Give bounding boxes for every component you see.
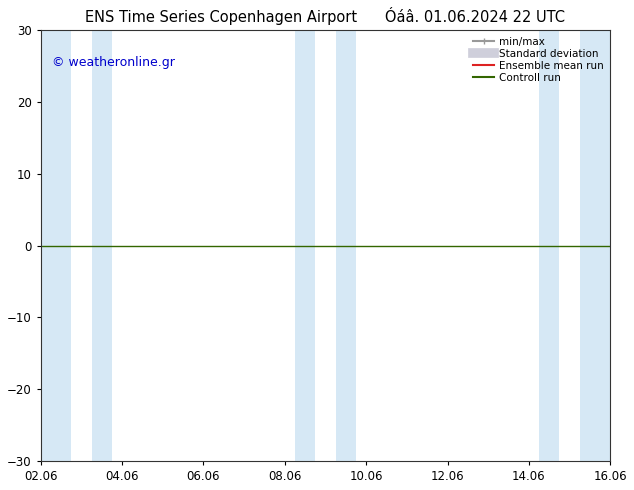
Bar [91,30,112,461]
Title: ENS Time Series Copenhagen Airport      Óáâ. 01.06.2024 22 UTC: ENS Time Series Copenhagen Airport Óáâ. … [86,7,566,25]
Bar [539,30,559,461]
Bar [579,30,611,461]
Bar [41,30,71,461]
Legend: min/max, Standard deviation, Ensemble mean run, Controll run: min/max, Standard deviation, Ensemble me… [470,33,607,86]
Bar [295,30,315,461]
Bar [335,30,356,461]
Text: © weatheronline.gr: © weatheronline.gr [52,56,175,69]
